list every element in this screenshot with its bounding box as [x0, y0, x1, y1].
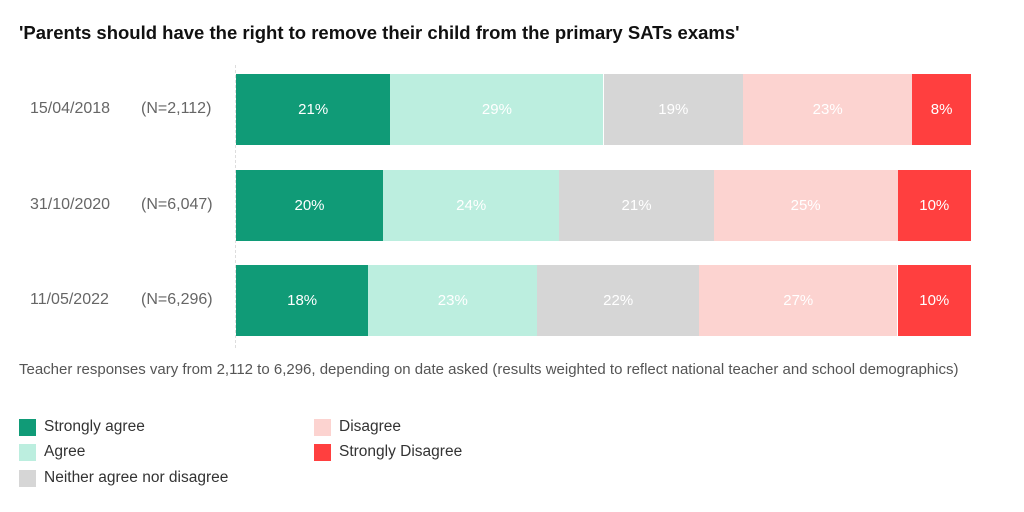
data-label: 24%: [456, 197, 487, 214]
legend-label: Agree: [44, 443, 86, 460]
bar-segment: 23%: [368, 265, 538, 336]
bar-segment: 18%: [236, 265, 369, 336]
legend-label: Strongly agree: [44, 418, 145, 435]
bar-segment: 21%: [236, 74, 391, 145]
legend-swatch: [314, 443, 331, 461]
legend-label: Strongly Disagree: [339, 443, 463, 460]
category-n-label: (N=6,296): [141, 291, 213, 308]
axis-line: [235, 65, 236, 348]
legend-item: Neither agree nor disagree: [19, 469, 228, 487]
bar-segment: 10%: [897, 265, 971, 336]
bar-segment: 29%: [390, 74, 604, 145]
data-label: 23%: [437, 292, 468, 309]
data-label: 8%: [930, 101, 953, 118]
bar-segment: 19%: [603, 74, 744, 145]
category-n-label: (N=6,047): [141, 196, 213, 213]
category-date-label: 31/10/2020: [30, 196, 111, 213]
chart-title: 'Parents should have the right to remove…: [19, 22, 740, 43]
category-n-label: (N=2,112): [141, 100, 212, 117]
data-label: 19%: [658, 101, 689, 118]
data-label: 25%: [790, 197, 821, 214]
bar-segment: 23%: [743, 74, 913, 145]
data-label: 10%: [919, 292, 950, 309]
legend-item: Disagree: [314, 418, 401, 436]
bar-segment: 8%: [912, 74, 971, 145]
data-label: 21%: [621, 197, 652, 214]
bar-segment: 24%: [383, 170, 560, 241]
bar-segment: 20%: [236, 170, 383, 241]
data-label: 29%: [481, 101, 512, 118]
data-label: 22%: [603, 292, 634, 309]
bar-segment: 10%: [897, 170, 971, 241]
legend-label: Neither agree nor disagree: [44, 469, 229, 486]
data-label: 18%: [287, 292, 318, 309]
legend-item: Agree: [19, 443, 85, 461]
legend-label: Disagree: [339, 418, 402, 435]
legend-swatch: [19, 418, 36, 436]
category-date-label: 11/05/2022: [30, 291, 109, 308]
footnote: Teacher responses vary from 2,112 to 6,2…: [19, 361, 959, 378]
legend-item: Strongly Disagree: [314, 443, 462, 461]
legend-swatch: [314, 418, 331, 436]
data-label: 23%: [812, 101, 843, 118]
data-label: 20%: [294, 197, 325, 214]
bar-segment: 21%: [559, 170, 714, 241]
category-date-label: 15/04/2018: [30, 100, 111, 117]
data-label: 27%: [783, 292, 814, 309]
legend-swatch: [19, 469, 36, 487]
data-label: 21%: [298, 101, 329, 118]
data-label: 10%: [919, 197, 950, 214]
bar-segment: 25%: [713, 170, 898, 241]
bar-segment: 27%: [699, 265, 898, 336]
legend-swatch: [19, 443, 36, 461]
bar-segment: 22%: [537, 265, 700, 336]
legend-item: Strongly agree: [19, 418, 145, 436]
